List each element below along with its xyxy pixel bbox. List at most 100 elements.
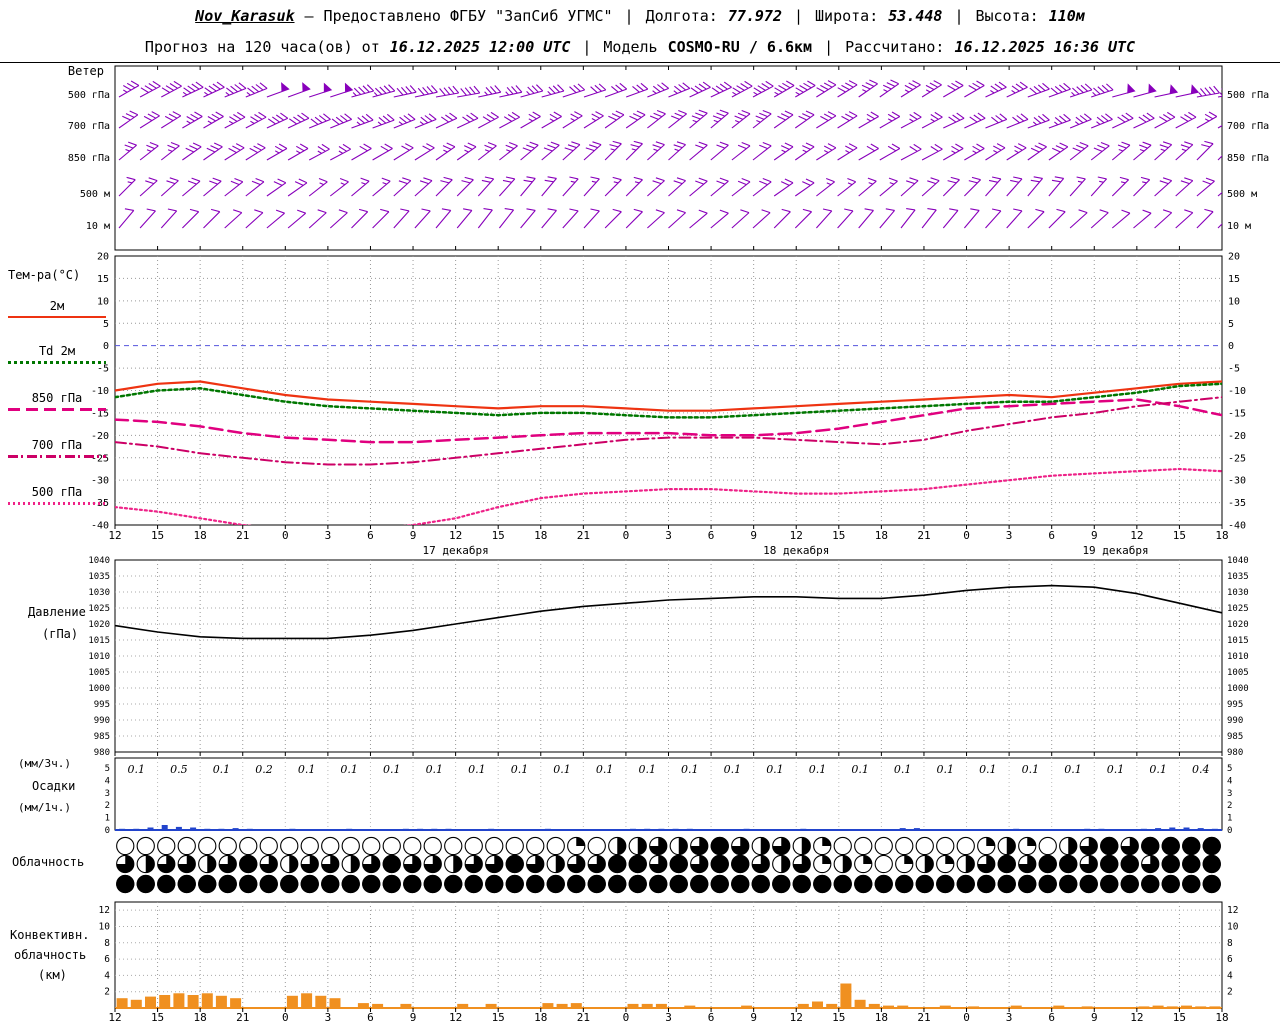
precip-panel-label: Осадки xyxy=(32,779,76,793)
svg-text:18: 18 xyxy=(875,1011,888,1024)
svg-text:6: 6 xyxy=(1048,529,1055,542)
svg-text:1035: 1035 xyxy=(88,572,110,582)
svg-text:1025: 1025 xyxy=(1227,604,1249,614)
precip-3h-values: 0.1 0.5 0.1 0.2 0.1 0.1 0.1 0.1 0.1 0.1 0.1 0.1 0.1 0… xyxy=(128,763,1210,776)
svg-text:-30: -30 xyxy=(1228,476,1246,487)
svg-text:21: 21 xyxy=(917,529,930,542)
svg-text:0: 0 xyxy=(1227,826,1232,836)
svg-text:1: 1 xyxy=(1227,814,1232,824)
svg-text:15: 15 xyxy=(151,1011,164,1024)
svg-text:5: 5 xyxy=(1227,764,1232,774)
wind-barbs-level-1 xyxy=(118,109,1222,129)
convective-panel-label-3: (км) xyxy=(38,968,67,982)
svg-text:-25: -25 xyxy=(1228,453,1246,464)
svg-text:12: 12 xyxy=(99,905,110,916)
svg-text:0: 0 xyxy=(963,1011,970,1024)
legend-item-700: 700 гПа xyxy=(8,438,106,458)
svg-text:9: 9 xyxy=(750,529,757,542)
svg-text:12: 12 xyxy=(449,1011,462,1024)
svg-text:990: 990 xyxy=(1227,716,1243,726)
svg-text:20: 20 xyxy=(1228,252,1240,263)
svg-text:0.1: 0.1 xyxy=(1149,763,1167,776)
svg-text:12: 12 xyxy=(449,529,462,542)
convective-bars xyxy=(116,983,1221,1008)
calc-time: 16.12.2025 16:36 UTC xyxy=(954,37,1136,56)
svg-text:9: 9 xyxy=(1091,1011,1098,1024)
legend-item-500: 500 гПа xyxy=(8,485,106,505)
svg-text:9: 9 xyxy=(410,1011,417,1024)
svg-text:18: 18 xyxy=(1215,1011,1228,1024)
svg-text:6: 6 xyxy=(367,1011,374,1024)
svg-text:3: 3 xyxy=(325,529,332,542)
temp-series-1 xyxy=(115,382,1222,419)
svg-text:0.1: 0.1 xyxy=(553,763,571,776)
legend-label-t2m: 2м xyxy=(49,299,65,313)
convective-panel-label-1: Конвективн. xyxy=(10,928,90,942)
bottom-x-axis-labels: 12 15 18 21 0 3 6 9 12 15 18 21 0 3 6 9 12 15 18 21 0 3 6 9 12 15… xyxy=(108,1011,1228,1024)
svg-text:6: 6 xyxy=(367,529,374,542)
model-label: Модель xyxy=(603,37,658,56)
svg-text:980: 980 xyxy=(1227,748,1243,758)
svg-text:20: 20 xyxy=(97,252,109,263)
svg-text:4: 4 xyxy=(105,776,110,786)
svg-text:10: 10 xyxy=(97,296,109,307)
wind-barbs-level-2 xyxy=(118,140,1222,161)
svg-text:5: 5 xyxy=(1228,319,1234,330)
svg-text:1025: 1025 xyxy=(88,604,110,614)
svg-text:990: 990 xyxy=(94,716,110,726)
svg-text:0: 0 xyxy=(282,529,289,542)
svg-text:1000: 1000 xyxy=(88,684,110,694)
header-separator: | xyxy=(582,37,592,56)
svg-text:2: 2 xyxy=(1227,987,1233,998)
cloud-cover-symbols xyxy=(116,836,1221,894)
header-separator: | xyxy=(954,6,964,25)
wind-panel-frame xyxy=(114,65,1223,251)
svg-text:21: 21 xyxy=(577,1011,590,1024)
svg-text:-30: -30 xyxy=(91,476,109,487)
svg-text:-10: -10 xyxy=(91,386,109,397)
svg-text:3: 3 xyxy=(325,1011,332,1024)
svg-text:18 декабря: 18 декабря xyxy=(763,544,829,557)
svg-text:21: 21 xyxy=(236,1011,249,1024)
svg-text:21: 21 xyxy=(577,529,590,542)
svg-text:1020: 1020 xyxy=(88,620,110,630)
svg-text:4: 4 xyxy=(1227,776,1232,786)
svg-text:18: 18 xyxy=(875,529,888,542)
svg-text:-20: -20 xyxy=(91,431,109,442)
svg-text:-5: -5 xyxy=(1228,364,1240,375)
legend-line-t2m xyxy=(8,316,106,318)
svg-text:0.5: 0.5 xyxy=(170,763,188,776)
legend-line-td2m xyxy=(8,361,106,364)
svg-text:15: 15 xyxy=(1228,274,1240,285)
svg-text:3: 3 xyxy=(1006,1011,1013,1024)
svg-text:0: 0 xyxy=(105,826,110,836)
svg-text:0.4: 0.4 xyxy=(1192,763,1210,776)
cloud-row-1 xyxy=(116,854,1221,874)
svg-text:0.1: 0.1 xyxy=(298,763,316,776)
cloud-row-0 xyxy=(116,836,1221,856)
svg-text:995: 995 xyxy=(1227,700,1243,710)
svg-text:980: 980 xyxy=(94,748,110,758)
svg-text:4: 4 xyxy=(1227,970,1233,981)
header-line-1: Nov_Karasuk — Предоставлено ФГБУ "ЗапСиб… xyxy=(0,0,1280,32)
svg-text:3: 3 xyxy=(665,1011,672,1024)
svg-text:0.1: 0.1 xyxy=(1022,763,1040,776)
svg-text:1030: 1030 xyxy=(88,588,110,598)
wind-level-label-850hpa-right: 850 гПа xyxy=(1227,153,1270,164)
svg-text:15: 15 xyxy=(151,529,164,542)
longitude-value: 77.972 xyxy=(727,6,782,25)
svg-text:6: 6 xyxy=(708,1011,715,1024)
svg-text:19 декабря: 19 декабря xyxy=(1082,544,1148,557)
svg-text:0.1: 0.1 xyxy=(1107,763,1125,776)
svg-text:0.1: 0.1 xyxy=(596,763,614,776)
svg-text:0: 0 xyxy=(1228,341,1234,352)
svg-text:0: 0 xyxy=(623,529,630,542)
svg-text:5: 5 xyxy=(105,764,110,774)
wind-level-label-500m-right: 500 м xyxy=(1227,189,1258,200)
svg-text:995: 995 xyxy=(94,700,110,710)
svg-text:0.1: 0.1 xyxy=(851,763,869,776)
header-separator: | xyxy=(824,37,834,56)
svg-text:15: 15 xyxy=(492,529,505,542)
svg-text:6: 6 xyxy=(104,954,110,965)
